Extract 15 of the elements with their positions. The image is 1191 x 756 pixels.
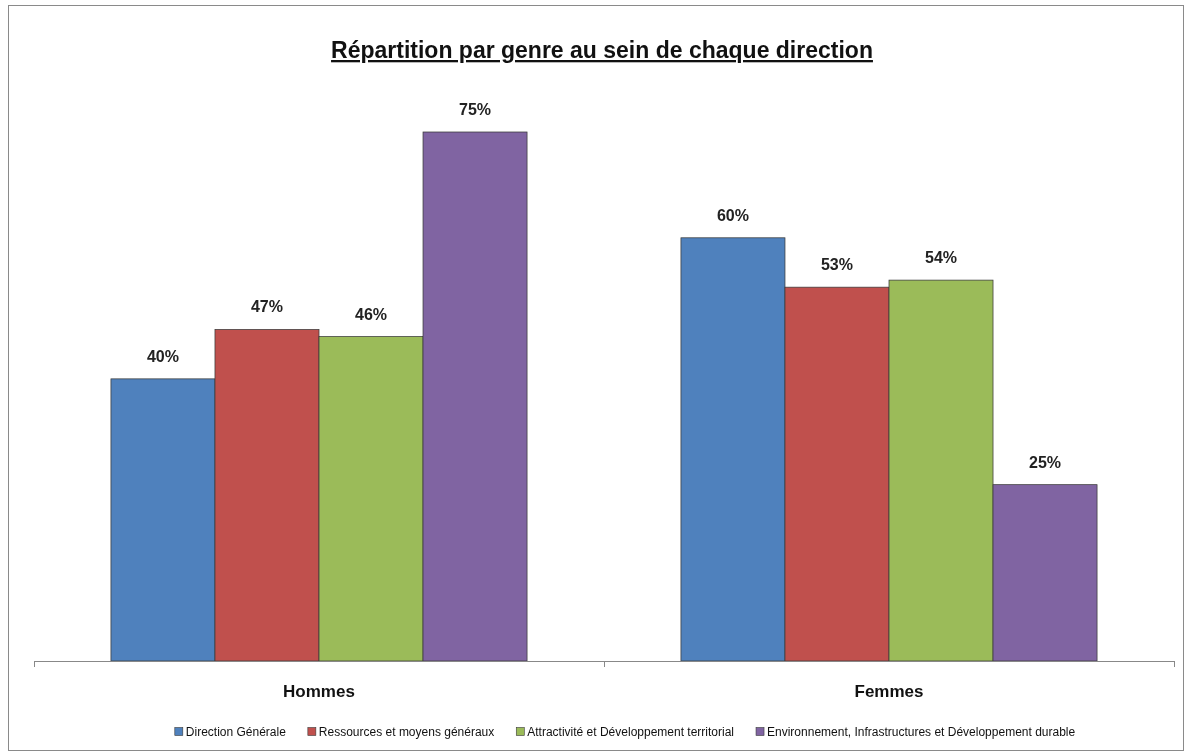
data-label: 53% (820, 256, 853, 274)
x-tick-label: Femmes (854, 682, 924, 701)
data-label: 54% (925, 249, 958, 267)
data-label: 40% (146, 347, 179, 365)
data-label: 25% (1029, 453, 1062, 471)
legend-label: Environnement, Infrastructures et Développement durable (767, 724, 1076, 739)
legend-label: Direction Générale (185, 724, 287, 739)
data-label: 46% (355, 305, 388, 323)
legend-label: Ressources et moyens généraux (318, 724, 495, 739)
data-label: 75% (459, 101, 492, 118)
data-label: 60% (716, 206, 749, 224)
x-tick-label: Hommes (283, 682, 355, 701)
chart-title: Répartition par genre au sein de chaque direction (331, 37, 873, 63)
data-label: 47% (250, 298, 283, 316)
legend-label: Attractivité et Développement territorial (527, 724, 735, 739)
